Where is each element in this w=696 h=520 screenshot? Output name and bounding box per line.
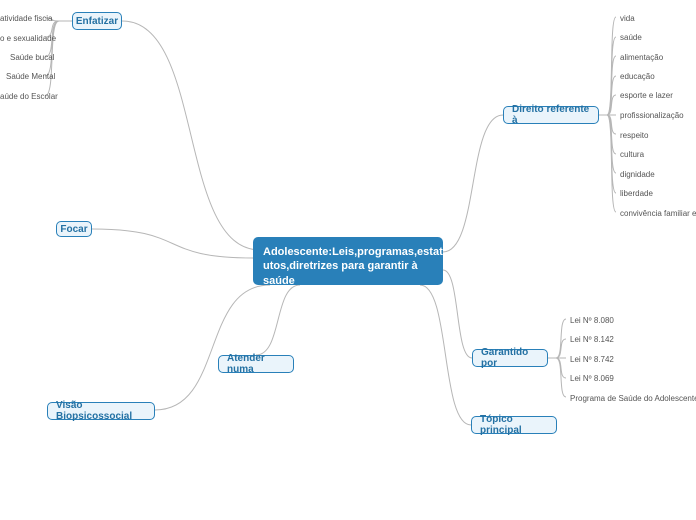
leaf-direito-4: esporte e lazer [620, 91, 673, 100]
leaf-enfatizar-2: Saúde bucal [10, 53, 54, 62]
branch-focar[interactable]: Focar [56, 221, 92, 237]
leaf-garantido-2: Lei Nº 8.742 [570, 355, 614, 364]
leaf-direito-3: educação [620, 72, 655, 81]
leaf-enfatizar-0: atividade fiscia [0, 14, 52, 23]
branch-visao[interactable]: Visão Biopsicossocial [47, 402, 155, 420]
leaf-enfatizar-3: Saúde Mental [6, 72, 55, 81]
leaf-garantido-0: Lei Nº 8.080 [570, 316, 614, 325]
leaf-direito-7: cultura [620, 150, 644, 159]
leaf-direito-1: saúde [620, 33, 642, 42]
leaf-garantido-4: Programa de Saúde do Adolescente [570, 394, 696, 403]
branch-direito[interactable]: Direito referente à [503, 106, 599, 124]
leaf-direito-9: liberdade [620, 189, 653, 198]
branch-topico[interactable]: Tópico principal [471, 416, 557, 434]
leaf-direito-2: alimentação [620, 53, 663, 62]
leaf-direito-8: dignidade [620, 170, 655, 179]
branch-atender[interactable]: Atender numa [218, 355, 294, 373]
leaf-enfatizar-1: o e sexualidade [0, 34, 56, 43]
leaf-garantido-1: Lei Nº 8.142 [570, 335, 614, 344]
branch-garantido[interactable]: Garantido por [472, 349, 548, 367]
leaf-direito-0: vida [620, 14, 635, 23]
leaf-enfatizar-4: aúde do Escolar [0, 92, 58, 101]
leaf-direito-10: convivência familiar e comu [620, 209, 696, 218]
leaf-direito-5: profissionalização [620, 111, 684, 120]
branch-enfatizar[interactable]: Enfatizar [72, 12, 122, 30]
central-topic[interactable]: Adolescente:Leis,programas,estatutos,dir… [253, 237, 443, 285]
leaf-garantido-3: Lei Nº 8.069 [570, 374, 614, 383]
leaf-direito-6: respeito [620, 131, 648, 140]
